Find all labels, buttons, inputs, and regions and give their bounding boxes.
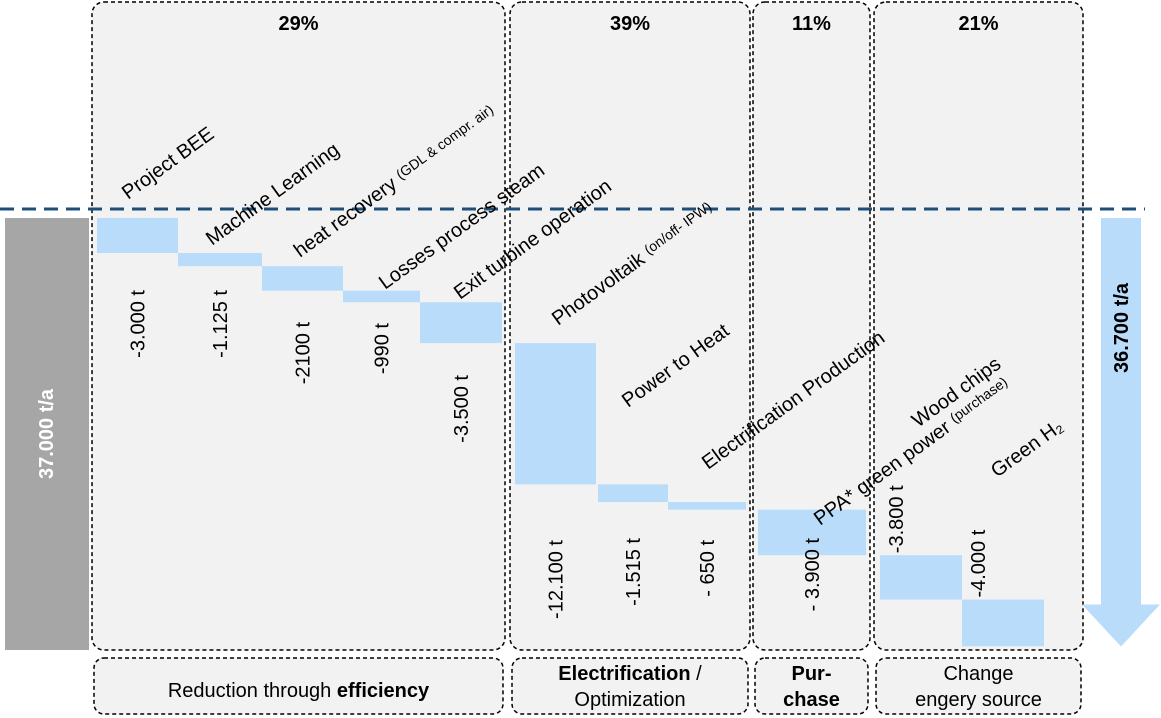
- value-label: -2100 t: [293, 322, 315, 385]
- group-label-box: [754, 657, 869, 715]
- value-label: -990 t: [372, 323, 394, 375]
- group-label-part: efficiency: [337, 680, 430, 702]
- start-bar: [5, 218, 89, 650]
- group-label-box: [93, 657, 504, 715]
- group-label: Optimization: [574, 689, 685, 711]
- group-label: Change: [943, 663, 1013, 685]
- group-label-part: /: [691, 663, 703, 685]
- step-bar: [97, 218, 178, 254]
- step-bar: [598, 484, 668, 503]
- value-label: -3.000 t: [128, 290, 150, 358]
- group-label-part: chase: [783, 689, 840, 711]
- group-label-box: [875, 657, 1082, 715]
- group-label-part: engery source: [915, 689, 1042, 711]
- value-label: -12.100 t: [546, 540, 568, 619]
- group-label: engery source: [915, 689, 1042, 711]
- start-label: 37.000 t/a: [36, 388, 58, 479]
- group-label: chase: [783, 689, 840, 711]
- group-share: 11%: [792, 13, 831, 35]
- group-label-part: Electrification: [558, 663, 690, 685]
- step-bar: [343, 290, 420, 303]
- group-share: 39%: [610, 13, 650, 35]
- value-label: -3.800 t: [886, 485, 908, 553]
- value-label: - 3.900 t: [802, 538, 824, 612]
- group-box: [91, 1, 506, 651]
- group-share: 21%: [958, 13, 998, 35]
- group-label: Reduction through efficiency: [168, 680, 430, 702]
- group-share: 29%: [278, 13, 318, 35]
- group-label-box: [511, 657, 749, 715]
- step-bar: [420, 302, 502, 344]
- value-label: -1.515 t: [623, 538, 645, 606]
- group-label-part: Pur-: [792, 663, 832, 685]
- step-bar: [668, 502, 746, 510]
- group-box: [752, 1, 871, 651]
- value-label: - 650 t: [697, 540, 719, 597]
- end-label: 36.700 t/a: [1111, 282, 1133, 373]
- group-label: Pur-: [792, 663, 832, 685]
- value-label: -4.000 t: [968, 529, 990, 597]
- group-label-part: Change: [943, 663, 1013, 685]
- group-label-part: Optimization: [574, 689, 685, 711]
- value-label: -3.500 t: [451, 375, 473, 443]
- step-bar: [758, 509, 866, 556]
- group-box: [509, 1, 751, 651]
- value-label: -1.125 t: [210, 290, 232, 358]
- step-bar: [880, 555, 962, 600]
- step-bar: [962, 599, 1044, 647]
- step-bar: [262, 266, 343, 291]
- step-bar: [178, 253, 262, 267]
- group-label-part: Reduction through: [168, 680, 337, 702]
- group-box: [873, 1, 1084, 651]
- end-arrow: [1082, 218, 1160, 647]
- step-bar: [515, 343, 596, 485]
- group-label: Electrification /: [558, 663, 702, 685]
